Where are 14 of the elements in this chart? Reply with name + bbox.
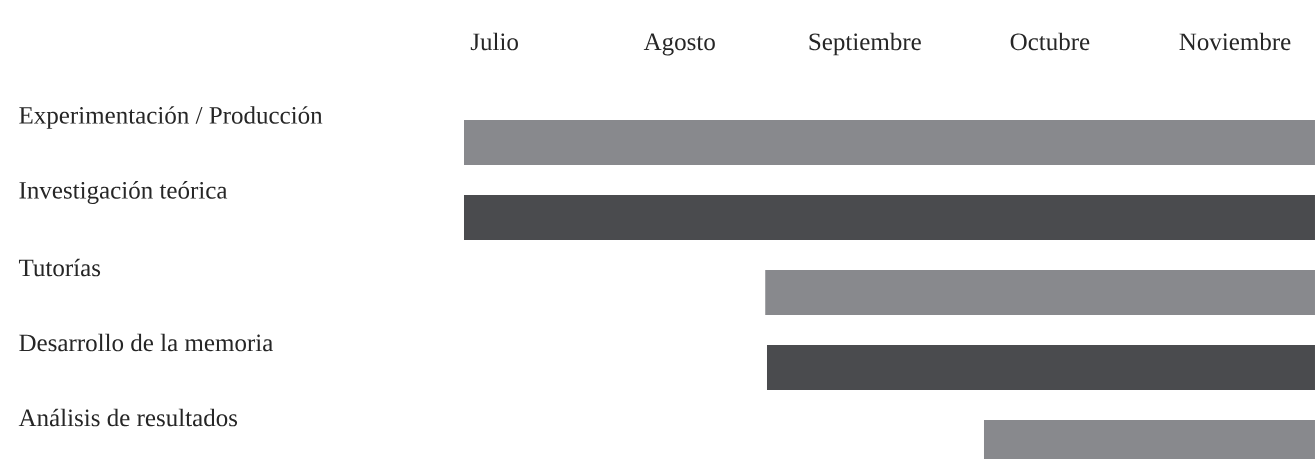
y-tick-label: Tutorías xyxy=(18,258,101,277)
y-tick-label: Experimentación / Producción xyxy=(19,106,323,129)
y-tick-label: Investigación teórica xyxy=(19,181,228,204)
bar xyxy=(765,270,1315,316)
bar xyxy=(463,120,1315,166)
text: Julio xyxy=(470,32,518,51)
text: Noviembre xyxy=(1179,32,1291,51)
text: Octubre xyxy=(1010,32,1090,51)
y-tick-label: Análisis de resultados xyxy=(18,408,238,427)
text: Septiembre xyxy=(809,32,921,56)
bar xyxy=(766,345,1315,390)
y-tick-label: Desarrollo de la memoria xyxy=(19,333,273,352)
bar xyxy=(463,195,1315,240)
text: Agosto xyxy=(643,33,715,56)
